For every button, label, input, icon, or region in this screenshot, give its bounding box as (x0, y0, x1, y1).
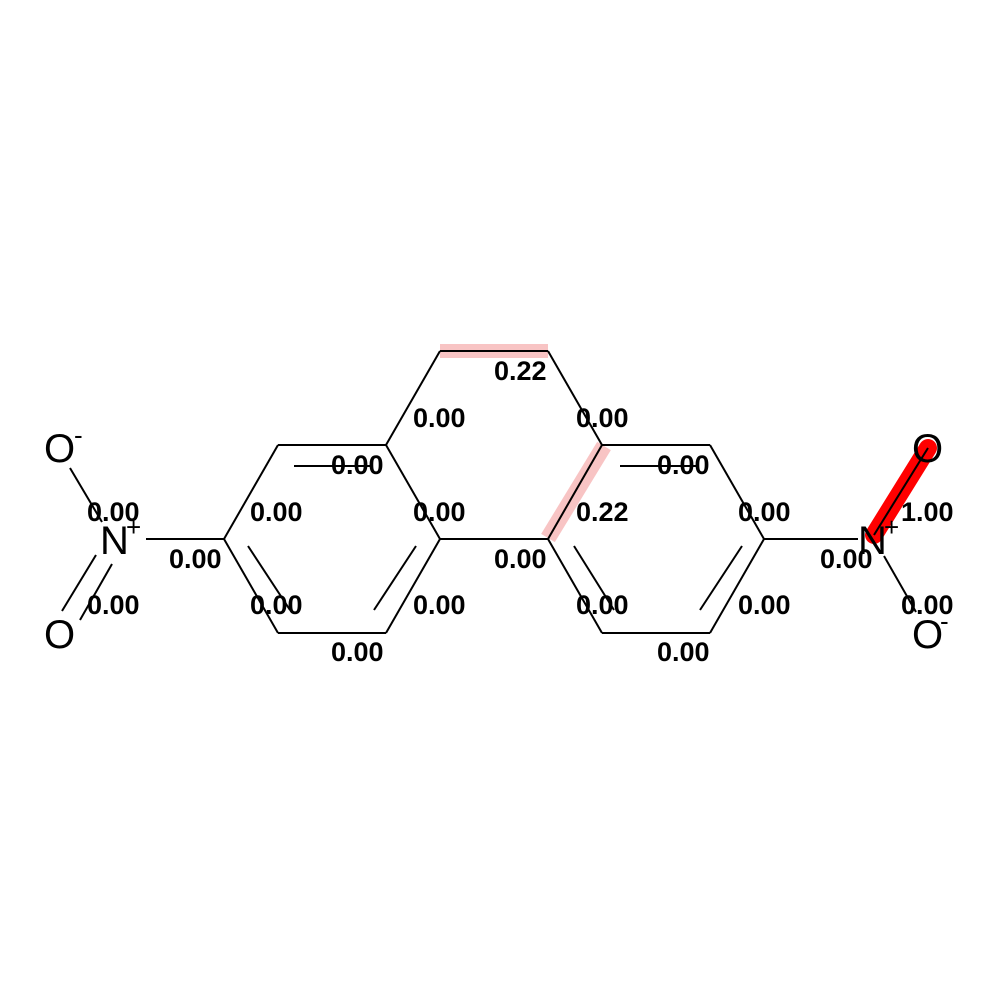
weight-n-o-bottom-right: 0.00 (901, 590, 954, 620)
weight-left-ring-upper-left: 0.00 (250, 497, 303, 527)
weight-right-ring-upper-right: 0.00 (738, 497, 791, 527)
weight-right-ring-lower-right: 0.00 (738, 590, 791, 620)
weight-n-o-top-right: 1.00 (901, 497, 954, 527)
weight-right-ring-top: 0.00 (657, 450, 710, 480)
bond-n-o-bottom-right (883, 555, 917, 613)
atom-o-top-left: O (44, 427, 75, 471)
atom-o-top-left-charge: - (74, 420, 83, 450)
weight-left-ring-fused: 0.00 (413, 497, 466, 527)
weight-left-ring-lower-right: 0.00 (413, 590, 466, 620)
weight-bridge-left: 0.00 (413, 403, 466, 433)
bond-left-ring-lower-right (385, 538, 441, 634)
weight-n-o-top-left: 0.00 (87, 497, 140, 527)
atom-n-left: N (100, 519, 129, 563)
weight-c-n-left: 0.00 (169, 544, 222, 574)
bond-n-o-top-left (69, 467, 103, 523)
bond-bridge-right (547, 350, 603, 446)
atom-labels: O - N + O O N + O - (44, 420, 949, 657)
weight-n-o-bottom-left: 0.00 (87, 590, 140, 620)
bond-right-ring-upper-right (709, 444, 765, 540)
bond-bridge-left (385, 350, 441, 446)
weight-left-ring-bottom: 0.00 (331, 637, 384, 667)
weight-ch2-bridge: 0.22 (494, 356, 547, 386)
bond-n-o-bottom-left-a (61, 554, 97, 612)
atom-o-bottom-right-charge: - (940, 606, 949, 636)
atom-n-right: N (858, 519, 887, 563)
bond-right-ring-lower-right (709, 538, 765, 634)
weight-right-ring-lower-left: 0.00 (576, 590, 629, 620)
bond-n-o-top-right (873, 447, 929, 536)
atom-o-top-right: O (912, 427, 943, 471)
atom-n-left-charge: + (126, 512, 141, 542)
bond-weight-labels: 0.22 0.00 0.00 0.00 0.00 0.00 0.00 0.00 … (87, 356, 954, 667)
weight-c-n-right: 0.00 (820, 544, 873, 574)
weight-left-ring-top: 0.00 (331, 450, 384, 480)
weight-left-ring-lower-left: 0.00 (250, 590, 303, 620)
atom-o-bottom-right: O (912, 613, 943, 657)
atom-n-right-charge: + (884, 512, 899, 542)
atom-o-bottom-left: O (44, 613, 75, 657)
bond-left-ring-fused (385, 444, 441, 540)
weight-right-ring-fused-double: 0.22 (576, 497, 629, 527)
bond-right-ring-lower-left-inner (573, 545, 615, 611)
bond-n-o-bottom-left-b (79, 563, 113, 621)
weight-biaryl: 0.00 (494, 544, 547, 574)
bond-right-ring-fused (547, 444, 603, 540)
bonds (61, 350, 929, 634)
bond-left-ring-lower-left-inner (247, 545, 291, 611)
bond-left-ring-upper-left (223, 444, 279, 540)
bond-left-ring-lower-right-inner (373, 545, 417, 611)
bond-right-ring-lower-left (547, 538, 603, 634)
weight-right-ring-bottom: 0.00 (657, 637, 710, 667)
bond-right-ring-lower-right-inner (699, 545, 743, 611)
bond-left-ring-lower-left (223, 538, 279, 634)
weight-bridge-right: 0.00 (576, 403, 629, 433)
